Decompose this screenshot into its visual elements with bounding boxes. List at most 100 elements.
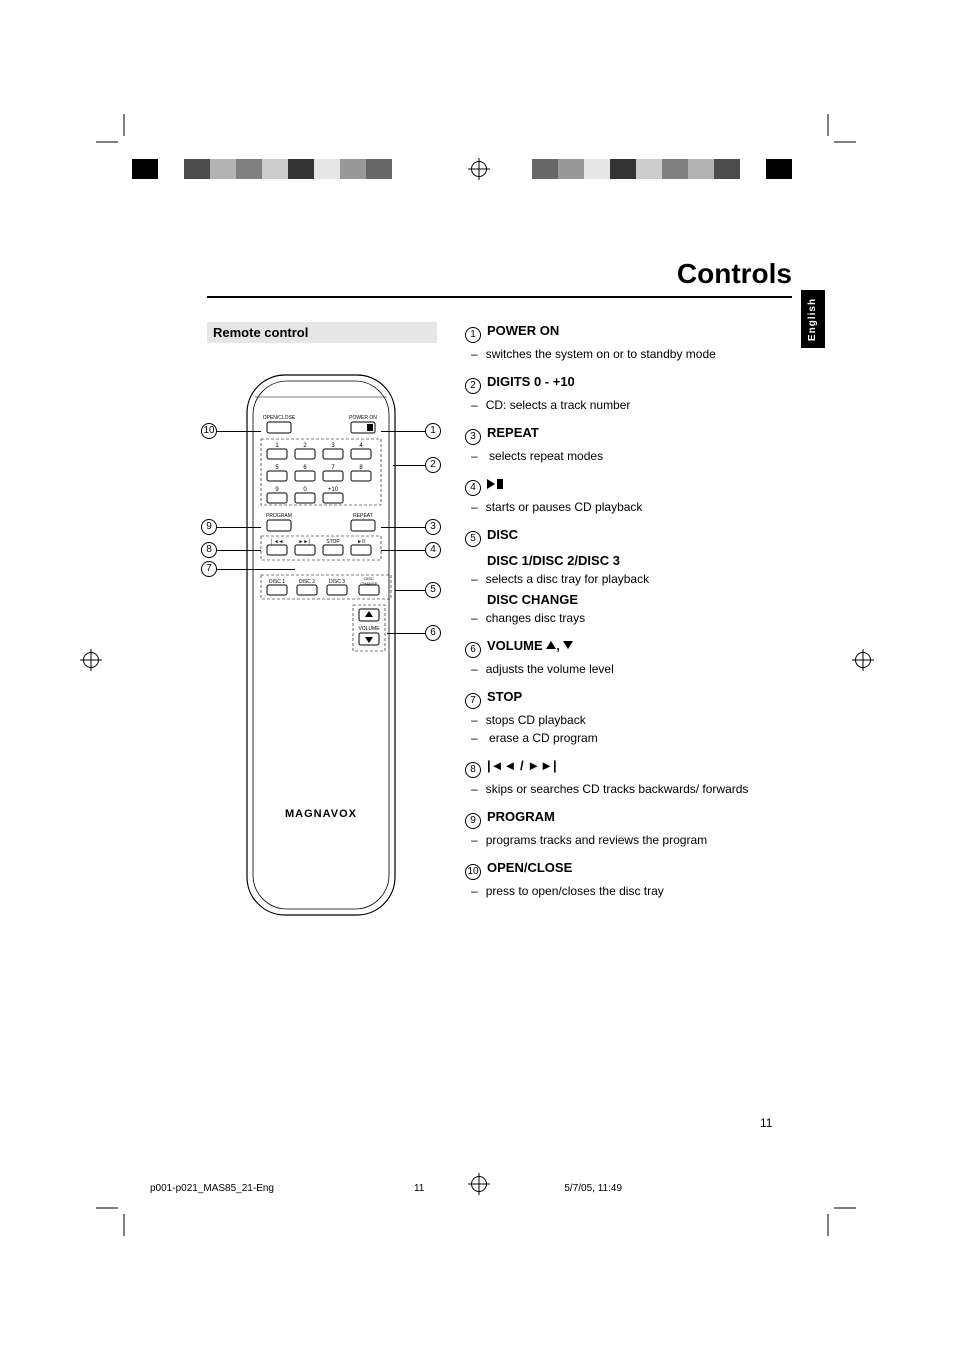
control-item: 3 REPEAT selects repeat modes — [465, 424, 792, 463]
svg-text:►II: ►II — [357, 539, 365, 545]
control-item: 9 PROGRAM programs tracks and reviews the … — [465, 808, 792, 847]
callout-line — [217, 569, 295, 570]
control-subheading: DISC CHANGE — [487, 592, 792, 607]
section-heading: Remote control — [207, 322, 437, 343]
control-number: 10 — [465, 864, 481, 880]
footer-filename: p001-p021_MAS85_21-Eng — [150, 1183, 274, 1194]
control-heading: VOLUME , — [487, 638, 573, 653]
btn-label: OPEN/CLOSE — [263, 415, 296, 421]
control-item: 4starts or pauses CD playback — [465, 475, 792, 514]
callout-1: 1 — [425, 423, 441, 439]
control-item: 1 POWER ON switches the system on or to st… — [465, 322, 792, 361]
control-item: 6 VOLUME , adjusts the volume level — [465, 637, 792, 676]
btn-label: POWER ON — [349, 415, 377, 421]
control-number: 3 — [465, 429, 481, 445]
callout-9: 9 — [201, 519, 217, 535]
control-description: skips or searches CD tracks backwards/ f… — [471, 782, 792, 796]
control-heading: STOP — [487, 689, 522, 704]
svg-text:VOLUME: VOLUME — [358, 626, 380, 632]
page-title: Controls — [207, 258, 792, 290]
control-description: selects repeat modes — [471, 449, 792, 463]
control-description: press to open/closes the disc tray — [471, 884, 792, 898]
remote-column: Remote control 10 9 8 7 1 2 3 4 5 6 — [207, 322, 437, 937]
control-item: 8|◄◄ / ►►|skips or searches CD tracks ba… — [465, 757, 792, 796]
control-heading — [487, 476, 503, 491]
control-heading: OPEN/CLOSE — [487, 860, 572, 875]
callout-line — [381, 550, 425, 551]
callout-10: 10 — [201, 423, 217, 439]
callout-2: 2 — [425, 457, 441, 473]
remote-diagram: 10 9 8 7 1 2 3 4 5 6 — [207, 357, 437, 937]
color-bar — [532, 159, 792, 179]
crop-mark-icon — [820, 1200, 856, 1236]
control-heading: DISC — [487, 527, 518, 542]
control-description: switches the system on or to standby mod… — [471, 347, 792, 361]
crop-mark-icon — [96, 114, 132, 150]
crop-mark-icon — [820, 114, 856, 150]
control-description: programs tracks and reviews the program — [471, 833, 792, 847]
svg-text:+10: +10 — [328, 487, 339, 493]
callout-line — [387, 633, 425, 634]
control-description: adjusts the volume level — [471, 662, 792, 676]
callout-line — [381, 527, 425, 528]
color-bar — [132, 159, 392, 179]
control-heading: PROGRAM — [487, 809, 555, 824]
callout-6: 6 — [425, 625, 441, 641]
footer-date: 5/7/05, 11:49 — [564, 1183, 622, 1194]
page-content: Controls Remote control 10 9 8 7 1 2 3 4… — [207, 258, 792, 937]
footer-page: 11 — [414, 1183, 424, 1194]
svg-text:MAGNAVOX: MAGNAVOX — [285, 808, 357, 820]
callout-line — [381, 431, 425, 432]
svg-text:REPEAT: REPEAT — [353, 513, 373, 519]
control-description: stops CD playback — [471, 713, 792, 727]
callout-7: 7 — [201, 561, 217, 577]
control-heading: DIGITS 0 - +10 — [487, 374, 575, 389]
registration-mark-icon — [80, 649, 102, 671]
control-number: 8 — [465, 762, 481, 778]
control-item: 10 OPEN/CLOSE press to open/closes the dis… — [465, 859, 792, 898]
control-heading: REPEAT — [487, 425, 539, 440]
svg-text:STOP: STOP — [326, 539, 340, 545]
control-description: starts or pauses CD playback — [471, 500, 792, 514]
control-description: erase a CD program — [471, 731, 792, 745]
control-description: selects a disc tray for playback — [471, 572, 792, 586]
svg-text:►►│: ►►│ — [298, 538, 311, 545]
svg-text:DISC 2: DISC 2 — [299, 579, 315, 585]
control-description: CD: selects a track number — [471, 398, 792, 412]
page-number: 11 — [760, 1116, 772, 1130]
remote-svg: OPEN/CLOSE POWER ON 1 2 3 — [207, 357, 437, 937]
control-heading: POWER ON — [487, 323, 559, 338]
control-item: 5 DISC DISC 1/DISC 2/DISC 3 selects a disc … — [465, 526, 792, 625]
title-rule — [207, 296, 792, 298]
control-number: 7 — [465, 693, 481, 709]
control-number: 6 — [465, 642, 481, 658]
language-tab: English — [801, 290, 825, 348]
callout-line — [217, 431, 261, 432]
registration-mark-icon — [852, 649, 874, 671]
control-item: 2 DIGITS 0 - +10 CD: selects a track numbe… — [465, 373, 792, 412]
registration-mark-icon — [468, 158, 490, 180]
callout-3: 3 — [425, 519, 441, 535]
footer: p001-p021_MAS85_21-Eng 11 5/7/05, 11:49 — [150, 1183, 790, 1194]
callout-4: 4 — [425, 542, 441, 558]
control-subheading: DISC 1/DISC 2/DISC 3 — [487, 553, 792, 568]
svg-text:│◄◄: │◄◄ — [270, 538, 283, 545]
callout-line — [395, 590, 425, 591]
control-item: 7 STOP stops CD playback erase a CD progra… — [465, 688, 792, 745]
svg-text:DISC 3: DISC 3 — [329, 579, 345, 585]
control-description: changes disc trays — [471, 611, 792, 625]
svg-text:DISC 1: DISC 1 — [269, 579, 285, 585]
control-number: 5 — [465, 531, 481, 547]
control-number: 2 — [465, 378, 481, 394]
controls-list: 1 POWER ON switches the system on or to st… — [465, 322, 792, 937]
document-page: English Controls Remote control 10 9 8 7… — [0, 0, 954, 1351]
control-number: 9 — [465, 813, 481, 829]
language-label: English — [808, 297, 819, 340]
callout-8: 8 — [201, 542, 217, 558]
callout-line — [217, 527, 261, 528]
callout-5: 5 — [425, 582, 441, 598]
control-number: 1 — [465, 327, 481, 343]
svg-text:PROGRAM: PROGRAM — [266, 513, 292, 519]
callout-line — [393, 465, 425, 466]
crop-mark-icon — [96, 1200, 132, 1236]
